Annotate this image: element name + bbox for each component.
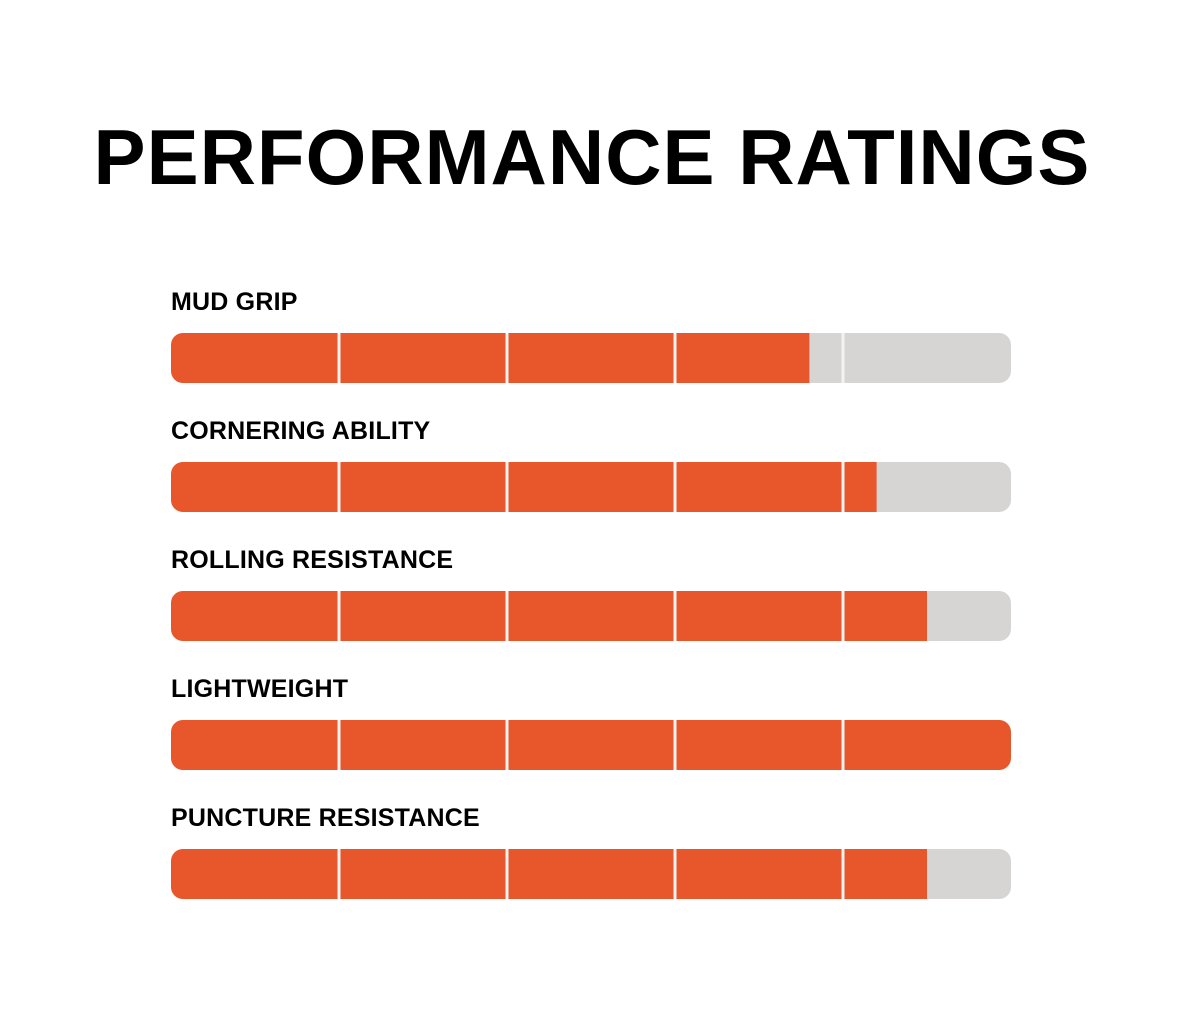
segment-divider (841, 462, 845, 512)
page-title: PERFORMANCE RATINGS (93, 113, 1091, 201)
rating-label: PUNCTURE RESISTANCE (171, 804, 480, 832)
rating-bar (171, 720, 1011, 770)
rating-bar (171, 591, 1011, 641)
segment-divider (505, 849, 509, 899)
rating-bar-fill (171, 462, 877, 512)
rating-bar-svg (171, 462, 1011, 512)
rating-row: LIGHTWEIGHT (171, 673, 1011, 802)
segment-divider (841, 591, 845, 641)
segment-divider (505, 591, 509, 641)
segment-divider (673, 720, 677, 770)
rating-bar-fill (171, 333, 810, 383)
segment-divider (337, 462, 341, 512)
segment-divider (337, 849, 341, 899)
rating-label: LIGHTWEIGHT (171, 675, 349, 703)
rating-label: ROLLING RESISTANCE (171, 546, 454, 574)
rating-bar-fill (171, 849, 927, 899)
rating-label: CORNERING ABILITY (171, 417, 431, 445)
rating-bar-svg (171, 333, 1011, 383)
rating-bar-svg (171, 591, 1011, 641)
segment-divider (505, 720, 509, 770)
segment-divider (337, 333, 341, 383)
rating-row: PUNCTURE RESISTANCE (171, 802, 1011, 931)
segment-divider (673, 462, 677, 512)
rating-row: MUD GRIP (171, 286, 1011, 415)
segment-divider (673, 849, 677, 899)
ratings-list: MUD GRIP CORNERING ABILITY ROLLING RESISTA… (171, 286, 1011, 931)
rating-bar-svg (171, 720, 1011, 770)
segment-divider (673, 333, 677, 383)
rating-bar-fill (171, 591, 927, 641)
rating-bar (171, 849, 1011, 899)
rating-label: MUD GRIP (171, 288, 298, 316)
segment-divider (841, 333, 845, 383)
segment-divider (505, 333, 509, 383)
segment-divider (673, 591, 677, 641)
rating-row: ROLLING RESISTANCE (171, 544, 1011, 673)
rating-bar-fill (171, 720, 1011, 770)
segment-divider (337, 591, 341, 641)
segment-divider (337, 720, 341, 770)
segment-divider (505, 462, 509, 512)
rating-bar-svg (171, 849, 1011, 899)
segment-divider (841, 849, 845, 899)
rating-bar (171, 462, 1011, 512)
segment-divider (841, 720, 845, 770)
rating-row: CORNERING ABILITY (171, 415, 1011, 544)
rating-bar (171, 333, 1011, 383)
